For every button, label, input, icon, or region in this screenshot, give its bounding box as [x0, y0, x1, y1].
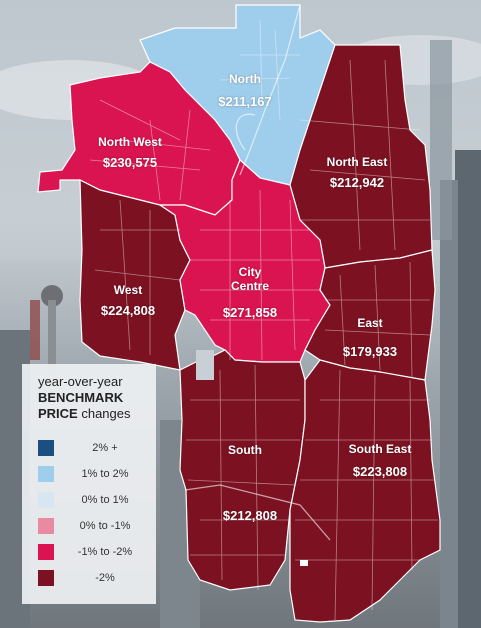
- region-name: North: [229, 72, 261, 86]
- region-price: $179,933: [342, 344, 398, 359]
- region-south-east[interactable]: [289, 359, 441, 623]
- label-north-east: North East $212,942: [312, 155, 402, 191]
- region-price: $224,808: [100, 303, 156, 318]
- region-east[interactable]: [304, 249, 436, 381]
- legend-title: year-over-year BENCHMARK PRICE changes: [38, 374, 156, 422]
- legend-label: 2% +: [92, 442, 118, 454]
- legend-item: 0% to 1%: [38, 492, 148, 508]
- region-south[interactable]: [179, 349, 306, 591]
- region-name: South: [228, 443, 262, 457]
- legend-item: 0% to -1%: [38, 518, 148, 534]
- river-lines: [184, 4, 331, 541]
- label-west: West $224,808: [88, 283, 168, 319]
- label-south-price: $212,808: [200, 508, 300, 524]
- region-price: $212,942: [329, 175, 385, 190]
- neighbourhood-boundaries: [89, 19, 438, 621]
- region-name: South East: [348, 442, 412, 456]
- region-price: $230,575: [102, 155, 158, 170]
- legend-label: -2%: [95, 572, 115, 584]
- region-price: $223,808: [352, 464, 408, 479]
- label-city-centre: City Centre $271,858: [205, 265, 295, 321]
- region-name: City Centre: [230, 265, 269, 293]
- label-north: North $211,167: [210, 72, 280, 110]
- legend-swatch: [38, 544, 54, 560]
- region-name: North West: [98, 135, 162, 149]
- legend-swatch: [38, 466, 54, 482]
- legend-item: 1% to 2%: [38, 466, 148, 482]
- map-gaps: [196, 350, 308, 566]
- legend: year-over-year BENCHMARK PRICE changes 2…: [22, 364, 156, 604]
- label-south: South: [210, 443, 280, 457]
- legend-title-line3-rest: changes: [77, 406, 131, 421]
- legend-item: -2%: [38, 570, 148, 586]
- legend-swatch: [38, 492, 54, 508]
- region-price: $211,167: [218, 94, 272, 109]
- legend-item: 2% +: [38, 440, 148, 456]
- region-name: North East: [326, 155, 388, 169]
- legend-label: 0% to -1%: [79, 520, 131, 532]
- legend-swatch: [38, 518, 54, 534]
- legend-label: 1% to 2%: [81, 468, 129, 480]
- legend-swatch: [38, 440, 54, 456]
- legend-title-line2: BENCHMARK: [38, 390, 124, 405]
- legend-item: -1% to -2%: [38, 544, 148, 560]
- region-price: $271,858: [222, 305, 278, 320]
- legend-title-line3-bold: PRICE: [38, 406, 78, 421]
- label-south-east: South East $223,808: [330, 442, 430, 480]
- region-name: East: [357, 316, 383, 330]
- label-north-west: North West $230,575: [80, 135, 180, 171]
- label-east: East $179,933: [330, 316, 410, 360]
- legend-swatch: [38, 570, 54, 586]
- legend-label: -1% to -2%: [77, 546, 133, 558]
- legend-title-line1: year-over-year: [38, 374, 123, 389]
- region-name: West: [113, 283, 143, 297]
- region-price: $212,808: [222, 508, 278, 523]
- legend-label: 0% to 1%: [81, 494, 129, 506]
